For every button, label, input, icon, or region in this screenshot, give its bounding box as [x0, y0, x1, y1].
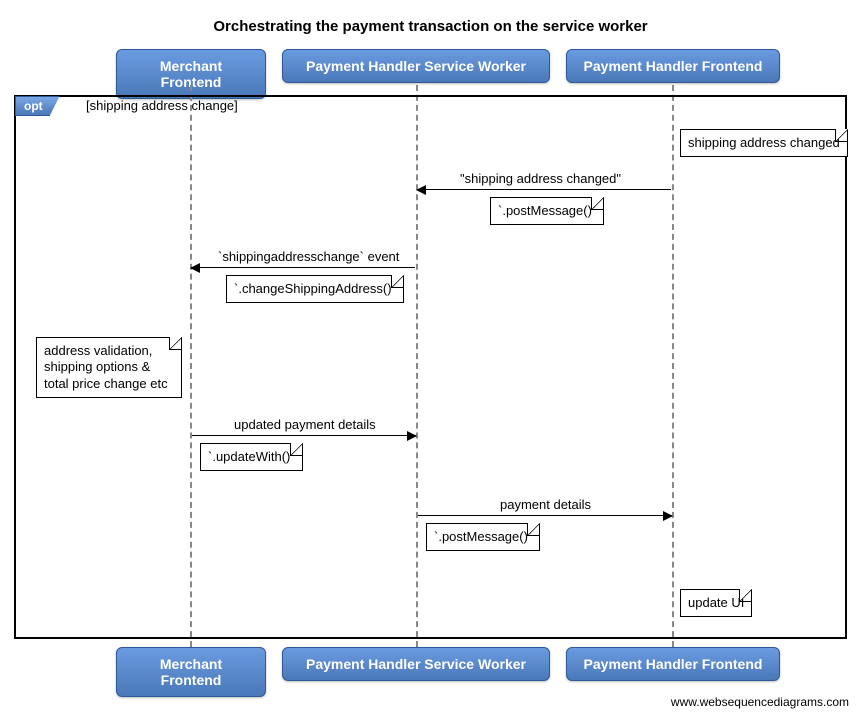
arrow-payment-details — [418, 515, 672, 516]
note-postmessage-2: `.postMessage()` — [426, 523, 540, 551]
arrow-shipping-changed — [417, 189, 671, 190]
arrow-shippingaddresschange — [191, 267, 415, 268]
participant-frontend-bottom: Payment Handler Frontend — [566, 647, 780, 681]
msg-shippingaddresschange-label: `shippingaddresschange` event — [218, 249, 399, 264]
diagram-title: Orchestrating the payment transaction on… — [10, 18, 851, 35]
arrow-updated-details — [192, 435, 416, 436]
note-updatewith: `.updateWith()` — [200, 443, 303, 471]
participant-merchant-bottom: Merchant Frontend — [116, 647, 266, 697]
note-validation: address validation, shipping options & t… — [36, 337, 182, 398]
participant-frontend-top: Payment Handler Frontend — [566, 49, 780, 83]
diagram-canvas: Merchant Frontend Payment Handler Servic… — [10, 49, 851, 709]
note-update-ui: update UI — [680, 589, 752, 617]
note-postmessage-1: `.postMessage()` — [490, 197, 604, 225]
footer-link: www.websequencediagrams.com — [671, 695, 849, 709]
participant-sw-top: Payment Handler Service Worker — [282, 49, 550, 83]
opt-guard: [shipping address change] — [86, 98, 238, 113]
msg-payment-details-label: payment details — [500, 497, 591, 512]
opt-label: opt — [15, 96, 60, 116]
msg-shipping-changed-label: "shipping address changed" — [460, 171, 621, 186]
note-shipping-changed: shipping address changed — [680, 129, 848, 157]
note-changeshippingaddress: `.changeShippingAddress()` — [226, 275, 404, 303]
participant-sw-bottom: Payment Handler Service Worker — [282, 647, 550, 681]
msg-updated-details-label: updated payment details — [234, 417, 376, 432]
